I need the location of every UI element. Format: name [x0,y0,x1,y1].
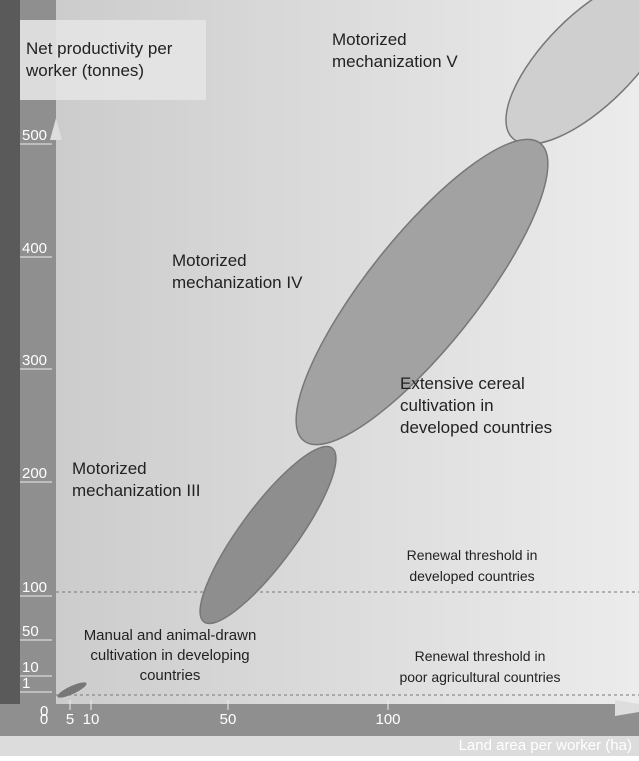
region-iv [295,138,549,446]
y-tick-label: 10 [22,659,39,676]
y-tick-label: 1 [22,675,30,692]
x-tick-label: 50 [220,711,237,728]
x-tick-label: 100 [375,711,400,728]
region-manual [57,682,87,698]
y-axis-band [20,0,56,756]
region-label: mechanization V [332,52,458,71]
annotation: countries [140,667,201,684]
x-axis-label: Land area per worker (ha) [459,737,632,754]
y-tick-label: 400 [22,240,47,257]
region-label: Motorized [72,459,147,478]
y-tick-label: 200 [22,465,47,482]
y-arrow [50,118,62,140]
y-axis-label: worker (tonnes) [25,61,144,80]
y-tick-label: 0 [40,703,48,720]
x-axis-band [0,704,639,736]
threshold-label: Renewal threshold in [415,648,546,664]
x-tick-label: 0 [40,711,48,728]
left-strip [0,0,20,756]
threshold-label: developed countries [409,568,534,584]
y-tick-label: 300 [22,352,47,369]
x-tick-label: 5 [66,711,74,728]
y-tick-label: 500 [22,127,47,144]
region-label: mechanization IV [172,273,303,292]
y-axis-label: Net productivity per [26,39,173,58]
region-label: mechanization III [72,481,201,500]
y-label-box [20,20,206,100]
y-tick-label: 100 [22,579,47,596]
x-arrow [615,700,639,716]
bottom-strip [0,736,639,756]
region-label: Motorized [172,251,247,270]
annotation: Extensive cereal [400,374,525,393]
threshold-label: poor agricultural countries [399,669,560,685]
x-tick-label: 10 [83,711,100,728]
y-tick-label: 50 [22,623,39,640]
annotation: cultivation in developing [90,647,249,664]
threshold-label: Renewal threshold in [407,547,538,563]
region-label: Motorized [332,30,407,49]
region-v [505,0,639,145]
annotation: developed countries [400,418,552,437]
annotation: Manual and animal-drawn [84,627,257,644]
annotation: cultivation in [400,396,494,415]
region-iii [199,445,337,625]
